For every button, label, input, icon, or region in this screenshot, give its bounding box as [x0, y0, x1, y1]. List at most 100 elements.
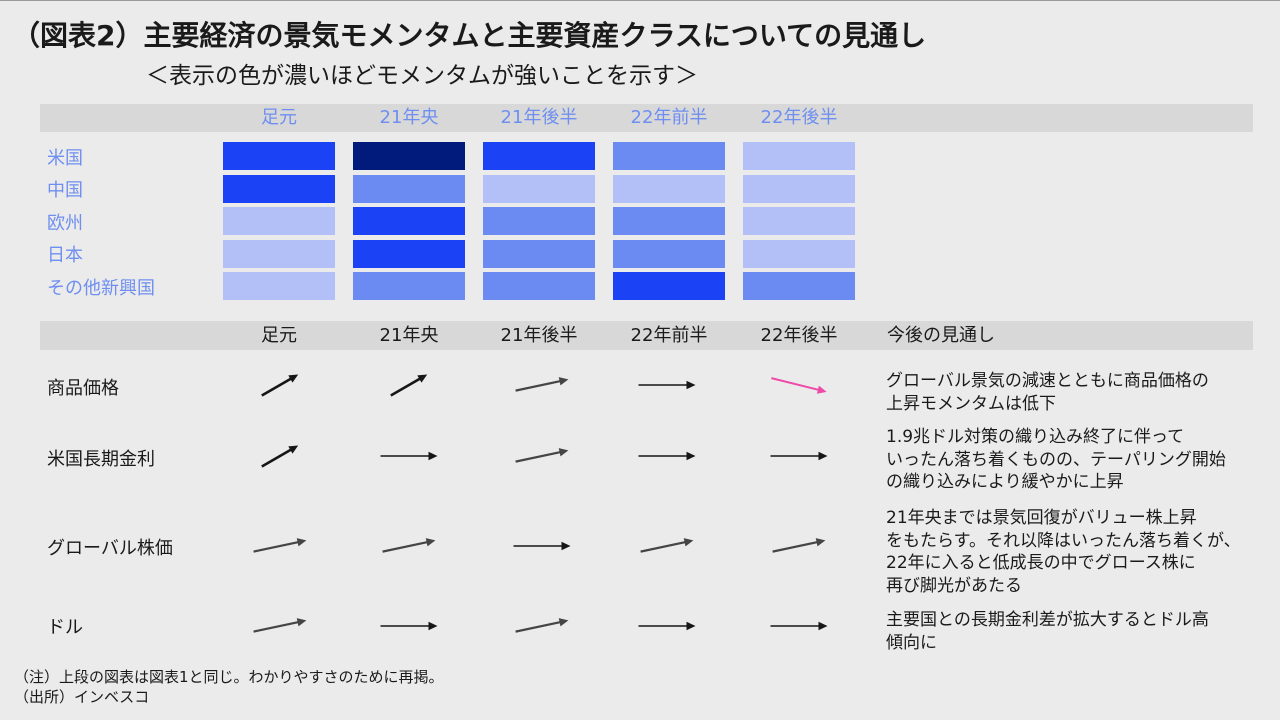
heatmap-cell [613, 142, 725, 170]
heatmap-column-header: 21年後半 [500, 107, 578, 128]
arrow-head [296, 618, 307, 627]
trend-arrow-up [382, 538, 436, 553]
arrow-head [288, 374, 299, 383]
arrow-head [815, 538, 826, 547]
trend-arrow-up-steep [261, 374, 299, 397]
arrow-shaft [771, 377, 820, 391]
arrow-shaft [515, 450, 561, 463]
heatmap-cell [353, 239, 465, 268]
arrow-head [686, 380, 696, 390]
outlook-column-header: 21年央 [379, 325, 439, 346]
heatmap-row-label: 米国 [47, 148, 83, 169]
heatmap-cell [223, 272, 335, 300]
trend-arrow-up [253, 618, 307, 633]
arrow-shaft [515, 620, 561, 633]
heatmap-column-header: 22年前半 [630, 107, 708, 128]
trend-arrow-up [640, 538, 694, 553]
trend-arrow-flat [638, 451, 696, 461]
heatmap-cell [743, 239, 855, 268]
trend-arrow-flat [380, 451, 438, 461]
trend-arrow-up [515, 377, 569, 392]
arrow-head [558, 448, 569, 457]
footnote: （注）上段の図表は図表1と同じ。わかりやすさのために再掲。 [14, 668, 444, 686]
heatmap-row-label: その他新興国 [47, 278, 155, 299]
heatmap-cell [483, 174, 595, 203]
trend-arrow-up [253, 538, 307, 553]
trend-arrow-flat [380, 621, 438, 631]
trend-arrow-up [515, 448, 569, 463]
heatmap-cell [483, 272, 595, 300]
arrow-head [558, 618, 569, 627]
arrow-head [296, 538, 307, 547]
arrow-head [558, 377, 569, 386]
outlook-text: 主要国との長期金利差が拡大するとドル高 傾向に [886, 610, 1209, 653]
trend-arrow-up [515, 618, 569, 633]
heatmap-cell [743, 174, 855, 203]
arrow-head [818, 621, 828, 631]
trend-arrow-up-steep [390, 374, 428, 397]
arrow-head [683, 538, 694, 547]
heatmap-cell [483, 207, 595, 235]
outlook-text: グローバル景気の減速とともに商品価格の 上昇モメンタムは低下 [886, 371, 1209, 414]
source-note: （出所）インベスコ [14, 688, 150, 706]
heatmap-column-header: 足元 [261, 107, 297, 128]
arrow-head [686, 621, 696, 631]
arrow-shaft [390, 377, 421, 397]
heatmap-row-label: 中国 [47, 180, 83, 201]
heatmap-row-label: 日本 [47, 245, 83, 266]
heatmap-cell [483, 239, 595, 268]
heatmap-header-band [40, 104, 1253, 132]
heatmap-cell [613, 239, 725, 268]
trend-arrow-flat [513, 541, 571, 551]
outlook-column-header: 22年前半 [630, 325, 708, 346]
heatmap-column-header: 21年央 [379, 107, 439, 128]
arrow-head [686, 451, 696, 461]
figure-title: （図表2）主要経済の景気モメンタムと主要資産クラスについての見通し [12, 19, 927, 52]
outlook-column-header: 22年後半 [760, 325, 838, 346]
trend-arrow-flat [638, 621, 696, 631]
arrow-head [428, 451, 438, 461]
heatmap-cell [483, 142, 595, 170]
arrow-head [288, 445, 299, 454]
arrow-head [417, 374, 428, 383]
arrow-shaft [382, 540, 428, 553]
heatmap-cell [223, 239, 335, 268]
outlook-column-header: 今後の見通し [887, 325, 995, 346]
arrow-head [816, 385, 827, 394]
heatmap-cell [223, 174, 335, 203]
arrow-head [818, 451, 828, 461]
heatmap-cell [353, 272, 465, 300]
arrow-head [425, 538, 436, 547]
trend-arrow-up-steep [261, 445, 299, 468]
trend-arrow-flat [770, 621, 828, 631]
arrow-head [428, 621, 438, 631]
heatmap-row-label: 欧州 [47, 213, 83, 234]
outlook-column-header: 21年後半 [500, 325, 578, 346]
asset-class-label: 商品価格 [47, 378, 119, 399]
arrow-shaft [261, 377, 292, 397]
outlook-header-band [40, 321, 1253, 350]
heatmap-cell [613, 272, 725, 300]
arrow-head [561, 541, 571, 551]
heatmap-cell [743, 272, 855, 300]
outlook-text: 1.9兆ドル対策の織り込み終了に伴って いったん落ち着くものの、テーパリング開始… [886, 427, 1226, 493]
outlook-column-header: 足元 [261, 325, 297, 346]
arrow-shaft [515, 379, 561, 392]
heatmap-cell [613, 174, 725, 203]
asset-class-label: 米国長期金利 [47, 449, 155, 470]
trend-arrow-up [772, 538, 826, 553]
figure-subtitle: ＜表示の色が濃いほどモメンタムが強いことを示す＞ [146, 63, 698, 89]
arrow-shaft [253, 620, 299, 633]
trend-arrow-flat [638, 380, 696, 390]
trend-arrow-flat [770, 451, 828, 461]
arrow-shaft [772, 540, 818, 553]
outlook-text: 21年央までは景気回復がバリュー株上昇 をもたらす。それ以降はいったん落ち着くが… [886, 508, 1241, 597]
asset-class-label: ドル [47, 617, 83, 638]
trend-arrow-down [771, 377, 827, 394]
arrow-shaft [261, 448, 292, 468]
arrow-shaft [253, 540, 299, 553]
heatmap-cell [223, 207, 335, 235]
heatmap-cell [353, 207, 465, 235]
heatmap-cell [353, 142, 465, 170]
